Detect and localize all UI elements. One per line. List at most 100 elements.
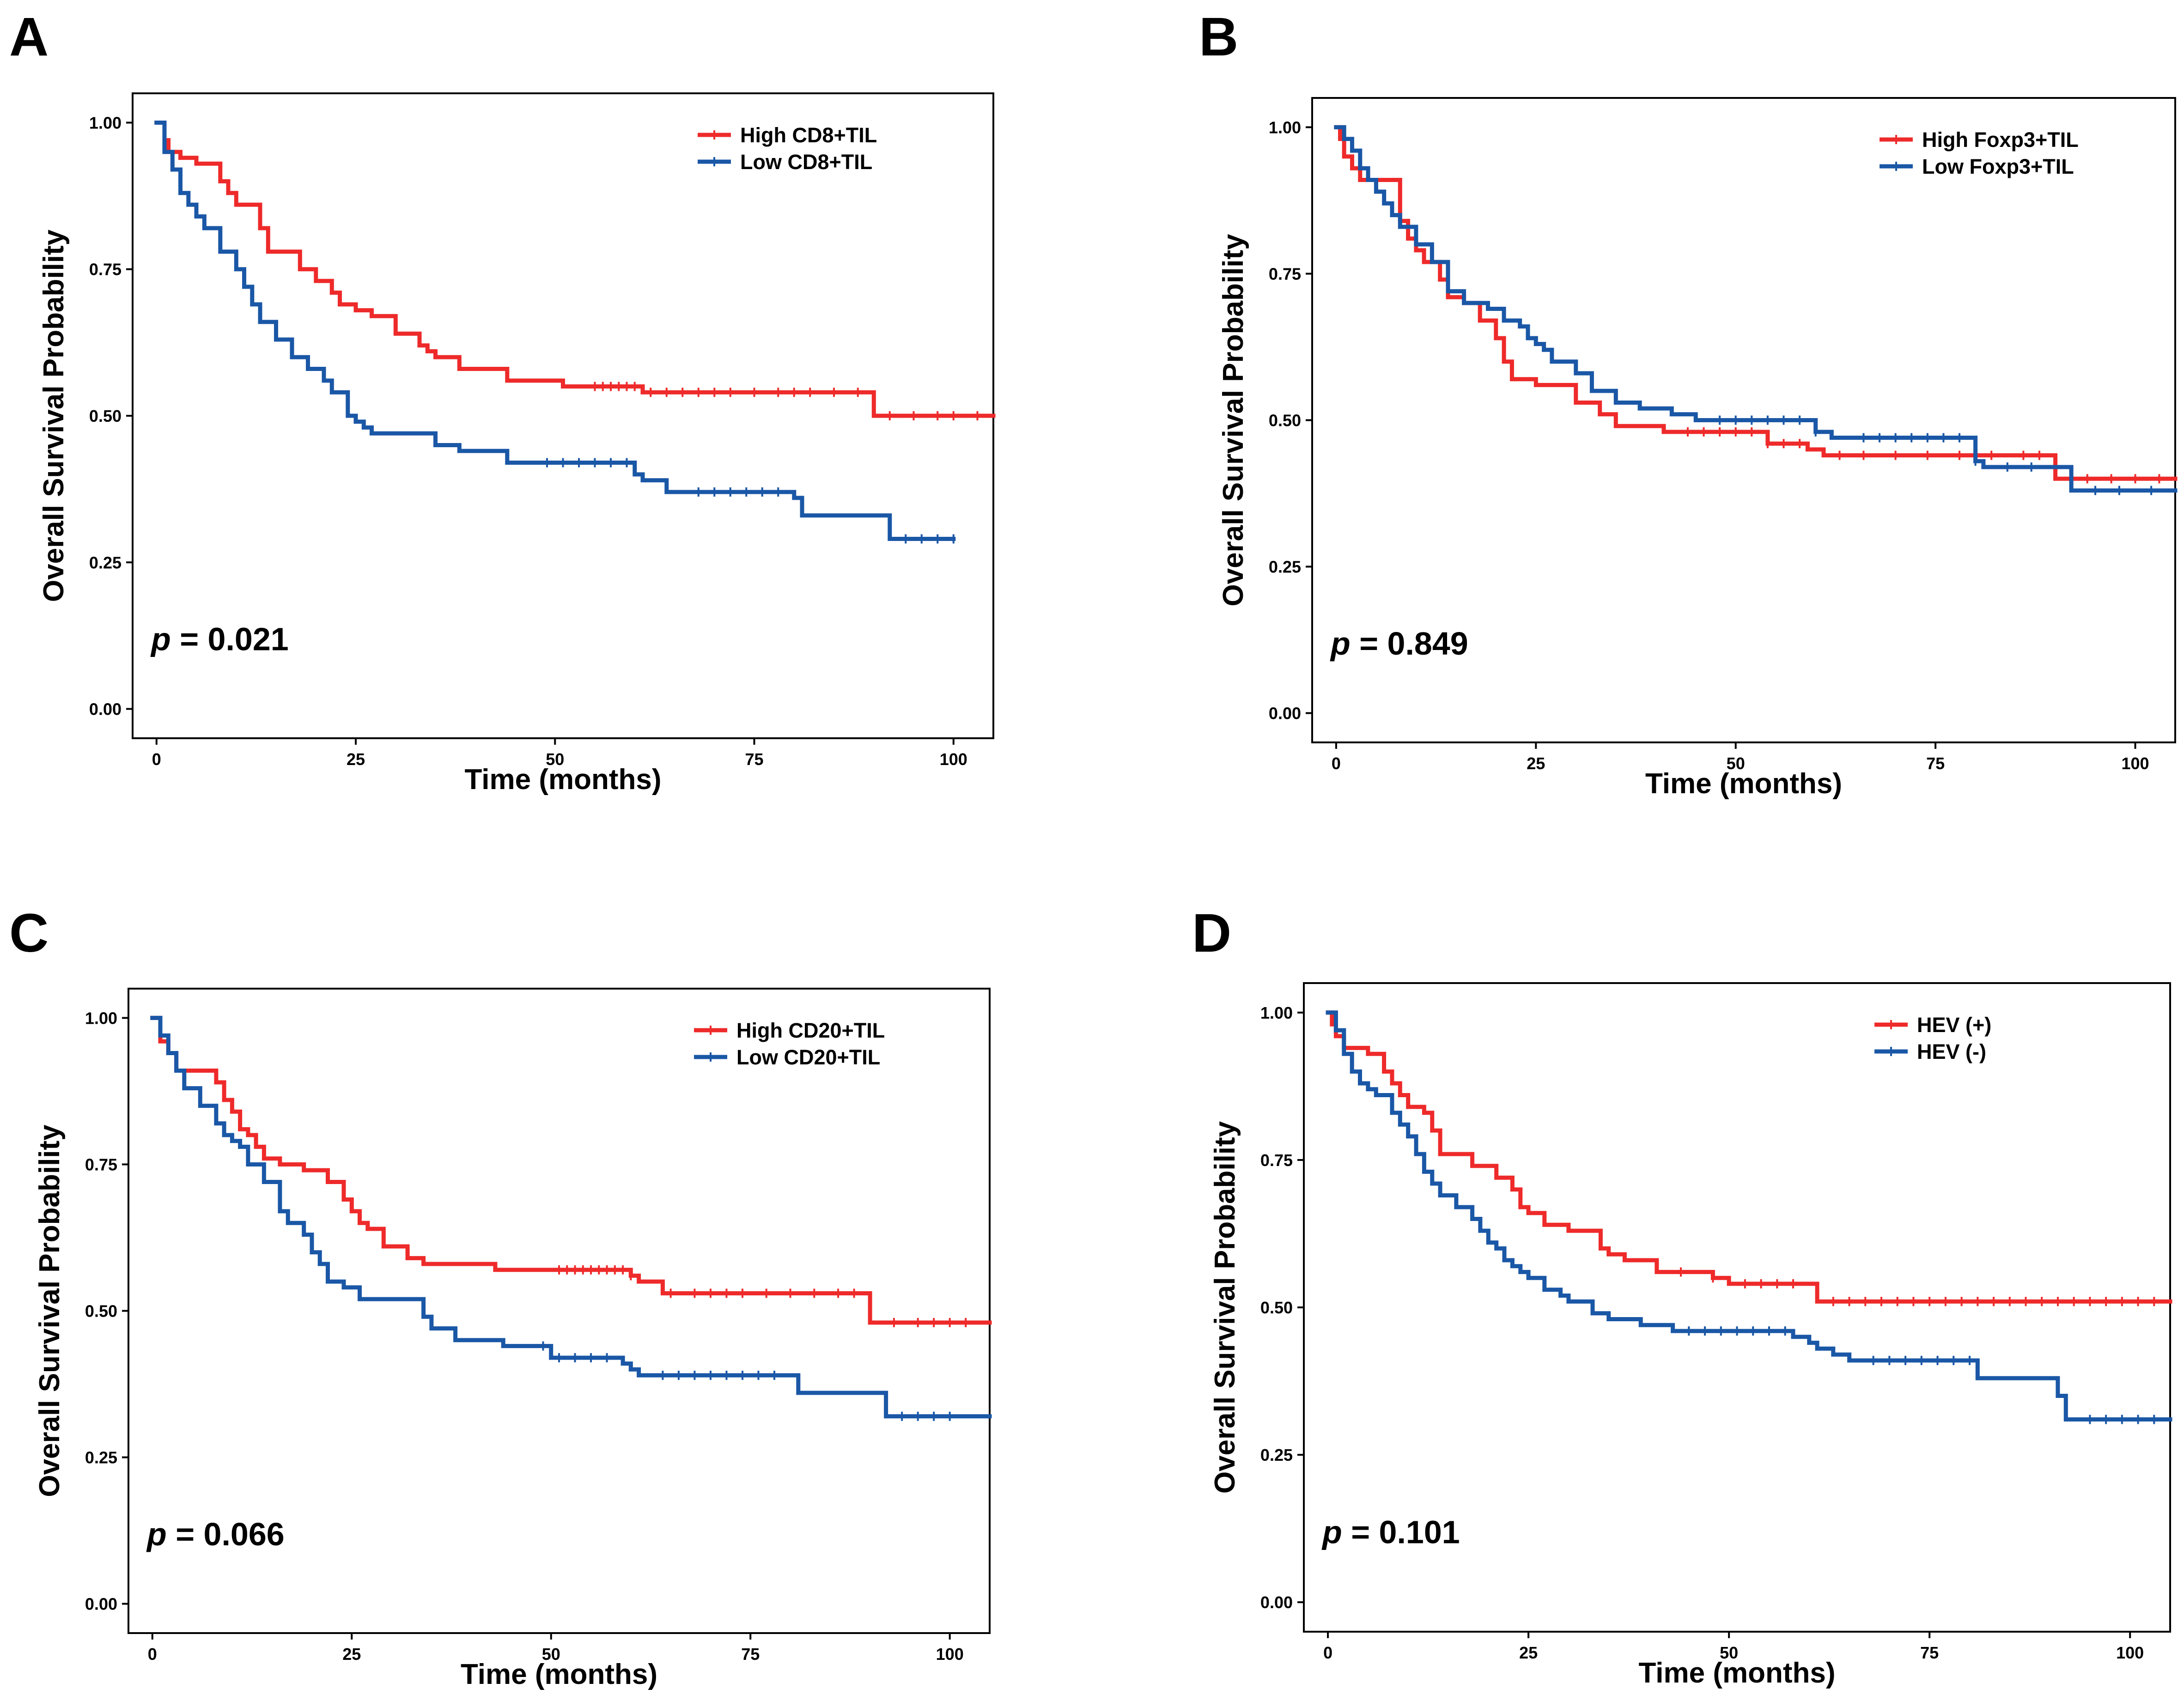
x-tick-label: 100: [936, 1645, 964, 1664]
p-value: = 0.066: [167, 1516, 285, 1552]
plot-frame: [1303, 982, 2171, 1633]
x-tick-label: 0: [1332, 754, 1341, 773]
series-high: [1326, 1010, 2172, 1306]
series-low: [154, 121, 956, 544]
y-axis-title: Overall Survival Probability: [1209, 1121, 1241, 1494]
p-symbol: p: [150, 621, 171, 657]
survival-curve: [1326, 1010, 2172, 1421]
x-tick-label: 100: [940, 750, 967, 769]
legend-label: High CD8+TIL: [740, 123, 877, 147]
p-symbol: p: [1321, 1514, 1342, 1550]
legend-item: Low Foxp3+TIL: [1880, 155, 2074, 178]
panel-letter: A: [9, 6, 49, 67]
legend-item: High Foxp3+TIL: [1880, 128, 2079, 152]
p-value-label: p = 0.101: [1321, 1514, 1460, 1550]
x-tick-label: 25: [347, 750, 365, 769]
y-axis-title: Overall Survival Probability: [34, 1124, 66, 1497]
x-axis-title: Time (months): [465, 764, 662, 796]
y-tick-label: 0.00: [1260, 1593, 1293, 1612]
series-high: [154, 121, 996, 420]
legend-item: High CD8+TIL: [698, 123, 877, 147]
y-tick-label: 0.50: [89, 407, 122, 425]
survival-curve: [1334, 125, 2178, 493]
legend-item: High CD20+TIL: [694, 1019, 885, 1042]
x-axis-title: Time (months): [1645, 768, 1842, 800]
x-tick-label: 50: [542, 1645, 560, 1664]
survival-curve: [150, 1015, 992, 1419]
x-axis-title: Time (months): [1639, 1657, 1836, 1689]
panel-letter: B: [1199, 6, 1238, 67]
x-tick-label: 75: [745, 750, 763, 769]
p-value: = 0.021: [171, 621, 289, 657]
x-tick-label: 0: [1323, 1643, 1332, 1662]
p-value-label: p = 0.849: [1330, 626, 1468, 662]
y-tick-label: 0.50: [1269, 411, 1301, 430]
y-tick-label: 0.00: [85, 1595, 117, 1614]
y-tick-label: 1.00: [89, 113, 122, 132]
panel-c: C 0 25 50 75 100 0.00 0.25 0.50 0.75 1.00 Time (mon…: [9, 903, 992, 1690]
legend-label: High CD20+TIL: [736, 1019, 885, 1042]
survival-curve: [150, 1015, 992, 1325]
panel-a: A 0 25 50 75 100 0.00 0.25 0.50 0.75 1.00 Time (mon…: [9, 6, 996, 796]
y-axis-title: Overall Survival Probability: [1217, 234, 1249, 607]
legend-label: HEV (+): [1917, 1013, 1991, 1037]
series-high: [150, 1015, 992, 1327]
x-tick-label: 25: [1527, 754, 1545, 773]
panel-letter: C: [9, 903, 49, 964]
panel-letter: D: [1192, 903, 1231, 964]
y-tick-label: 0.25: [1269, 558, 1301, 577]
legend-label: Low CD20+TIL: [736, 1045, 880, 1069]
y-tick-label: 1.00: [1269, 118, 1301, 137]
x-tick-label: 25: [1519, 1643, 1538, 1662]
legend-label: Low CD8+TIL: [740, 150, 872, 174]
x-axis-title: Time (months): [461, 1658, 657, 1690]
x-tick-label: 75: [1920, 1643, 1939, 1662]
legend-item: Low CD20+TIL: [694, 1045, 880, 1069]
x-tick-label: 75: [1926, 754, 1945, 773]
y-tick-label: 0.75: [85, 1155, 117, 1174]
series-high: [1334, 125, 2178, 484]
y-axis-title: Overall Survival Probability: [38, 229, 70, 602]
p-value: = 0.101: [1342, 1514, 1460, 1550]
y-tick-label: 0.75: [89, 260, 122, 279]
plot-frame: [132, 92, 994, 739]
legend-item: HEV (+): [1874, 1013, 1991, 1037]
survival-curve: [154, 121, 956, 541]
y-tick-label: 1.00: [85, 1008, 117, 1027]
p-symbol: p: [146, 1516, 167, 1552]
p-value-label: p = 0.021: [150, 621, 289, 657]
survival-curve: [154, 121, 996, 418]
y-tick-label: 0.25: [1260, 1446, 1293, 1464]
series-low: [1326, 1010, 2172, 1424]
legend-label: HEV (-): [1917, 1040, 1986, 1063]
legend-item: Low CD8+TIL: [698, 150, 872, 174]
y-tick-label: 0.50: [1260, 1298, 1293, 1317]
x-tick-label: 50: [546, 750, 564, 769]
series-low: [150, 1015, 992, 1421]
y-tick-label: 0.00: [1269, 704, 1301, 723]
x-tick-label: 0: [152, 750, 161, 769]
y-tick-label: 0.50: [85, 1302, 117, 1321]
x-tick-label: 50: [1727, 754, 1745, 773]
legend-label: High Foxp3+TIL: [1922, 128, 2079, 152]
survival-curve: [1326, 1010, 2172, 1304]
y-tick-label: 1.00: [1260, 1003, 1293, 1022]
x-tick-label: 100: [2121, 754, 2149, 773]
p-value-label: p = 0.066: [146, 1516, 285, 1552]
y-tick-label: 0.75: [1269, 264, 1301, 283]
legend-item: HEV (-): [1874, 1040, 1986, 1063]
series-low: [1334, 125, 2178, 495]
panel-b: B 0 25 50 75 100 0.00 0.25 0.50 0.75 1.00 Time (mon…: [1199, 6, 2178, 800]
panel-d: D 0 25 50 75 100 0.00 0.25 0.50 0.75 1.00 Time (mon…: [1192, 903, 2172, 1689]
p-value: = 0.849: [1351, 626, 1468, 662]
x-tick-label: 0: [148, 1645, 157, 1664]
y-tick-label: 0.25: [89, 553, 122, 572]
y-tick-label: 0.00: [89, 700, 122, 719]
y-tick-label: 0.25: [85, 1448, 117, 1467]
survival-curve: [1334, 125, 2178, 481]
x-tick-label: 50: [1720, 1643, 1738, 1662]
y-tick-label: 0.75: [1260, 1151, 1293, 1170]
p-symbol: p: [1330, 626, 1351, 662]
legend-label: Low Foxp3+TIL: [1922, 155, 2074, 178]
